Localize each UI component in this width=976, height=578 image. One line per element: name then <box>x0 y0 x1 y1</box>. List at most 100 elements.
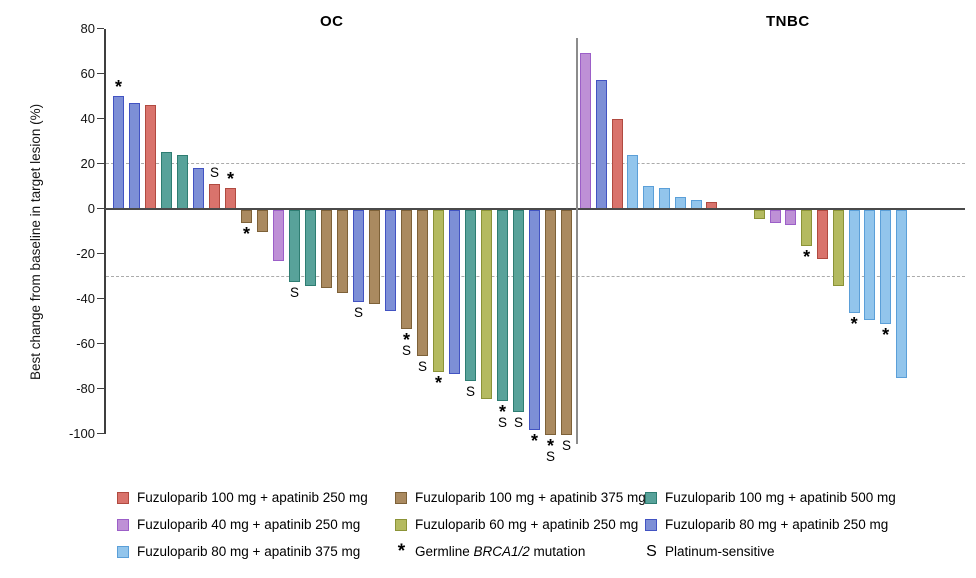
platinum-sensitive-icon: S <box>289 284 299 300</box>
legend-item-9: S Platinum-sensitive <box>645 542 775 560</box>
y-tick-label-40: 40 <box>80 110 95 126</box>
annotation-oc-9: * <box>236 224 258 244</box>
legend-item-7: Fuzuloparib 100 mg + apatinib 500 mg <box>645 490 896 505</box>
y-tick--100 <box>97 432 104 435</box>
annotation-oc-16: S <box>348 305 370 320</box>
annotation-tnbc-15: * <box>796 246 818 267</box>
bar-tnbc-15 <box>801 209 813 246</box>
legend-label: Germline BRCA1/2 mutation <box>415 544 586 559</box>
brca-mutation-asterisk-icon: * <box>397 540 406 562</box>
y-tick-label-60: 60 <box>80 65 95 81</box>
annotation-oc-28: * S <box>540 435 562 464</box>
annotation-oc-29: S <box>556 437 578 453</box>
legend-item-2: Fuzuloparib 40 mg + apatinib 250 mg <box>117 517 360 532</box>
annotation-oc-1: * <box>108 77 130 97</box>
brca-mutation-asterisk-icon: * <box>546 435 554 456</box>
platinum-sensitive-icon: S <box>209 164 219 180</box>
bar-oc-13 <box>305 209 316 286</box>
legend-swatch-red-icon <box>117 491 129 504</box>
bar-oc-28 <box>545 209 556 435</box>
group-title-oc: OC <box>320 13 344 30</box>
brca-mutation-asterisk-icon: * <box>434 372 442 393</box>
legend-label: Fuzuloparib 100 mg + apatinib 500 mg <box>665 490 896 505</box>
bar-oc-9 <box>241 209 252 223</box>
bar-oc-17 <box>369 209 380 304</box>
legend-swatch-purple-icon <box>117 518 129 531</box>
legend-label: Fuzuloparib 60 mg + apatinib 250 mg <box>415 517 639 532</box>
bar-oc-19 <box>401 209 412 329</box>
annotation-tnbc-20: * <box>875 325 897 346</box>
y-tick-label--100: -100 <box>68 425 95 441</box>
bar-oc-4 <box>161 152 172 209</box>
brca-mutation-asterisk-icon: * <box>882 325 890 346</box>
y-axis-line <box>104 28 106 434</box>
bar-tnbc-1 <box>580 53 591 209</box>
annotation-oc-12: S <box>284 284 306 300</box>
y-tick--20 <box>97 252 104 255</box>
platinum-sensitive-icon: S <box>646 542 657 560</box>
legend-item-6: * Germline BRCA1/2 mutation <box>395 540 586 562</box>
brca-mutation-asterisk-icon: * <box>114 77 122 97</box>
bar-oc-10 <box>257 209 268 232</box>
annotation-oc-19: * S <box>396 331 418 358</box>
legend-label: Fuzuloparib 80 mg + apatinib 375 mg <box>137 544 361 559</box>
annotation-oc-26: S <box>508 416 530 430</box>
legend-swatch-olive-icon <box>395 518 407 531</box>
bar-tnbc-18 <box>848 209 860 313</box>
bar-oc-21 <box>433 209 444 372</box>
bar-oc-5 <box>177 154 188 209</box>
bar-oc-22 <box>449 209 460 374</box>
y-tick-label--60: -60 <box>76 335 95 351</box>
bar-oc-18 <box>385 209 396 311</box>
bar-oc-20 <box>417 209 428 356</box>
brca-mutation-asterisk-icon: * <box>242 224 250 244</box>
brca-mutation-asterisk-icon: * <box>803 246 811 267</box>
bar-tnbc-12 <box>753 209 765 219</box>
legend-item-3: Fuzuloparib 80 mg + apatinib 375 mg <box>117 544 360 559</box>
bar-oc-1 <box>113 96 124 209</box>
legend-item-1: Fuzuloparib 100 mg + apatinib 250 mg <box>117 490 368 505</box>
annotation-oc-7: S <box>204 164 226 180</box>
group-separator-line <box>576 38 578 444</box>
y-tick-60 <box>97 72 104 75</box>
y-tick-label--80: -80 <box>76 380 95 396</box>
bar-oc-2 <box>129 102 140 209</box>
legend-swatch-lightblue-icon <box>117 545 129 558</box>
bar-tnbc-5 <box>643 186 655 209</box>
platinum-sensitive-icon: S <box>465 383 475 399</box>
legend-label: Platinum-sensitive <box>665 544 775 559</box>
platinum-sensitive-icon: S <box>497 414 507 430</box>
annotation-oc-20: S <box>412 359 434 374</box>
annotation-oc-23: S <box>460 383 482 399</box>
bar-oc-14 <box>321 209 332 289</box>
bar-oc-15 <box>337 209 348 293</box>
brca-mutation-asterisk-icon: * <box>850 314 858 334</box>
y-tick--80 <box>97 387 104 390</box>
annotation-oc-27: * <box>524 432 546 450</box>
bar-tnbc-13 <box>769 209 781 223</box>
platinum-sensitive-icon: S <box>561 437 571 453</box>
bar-oc-23 <box>465 209 476 381</box>
bar-oc-7 <box>209 183 220 209</box>
bar-tnbc-20 <box>880 209 892 325</box>
y-tick-20 <box>97 162 104 165</box>
bar-oc-26 <box>513 209 524 412</box>
y-tick-label-0: 0 <box>87 200 95 216</box>
bar-oc-12 <box>289 209 300 282</box>
bar-tnbc-14 <box>785 209 797 226</box>
y-tick--60 <box>97 342 104 345</box>
brca-mutation-asterisk-icon: * <box>226 169 234 190</box>
bar-tnbc-2 <box>595 80 607 209</box>
platinum-sensitive-icon: S <box>513 415 523 430</box>
bar-oc-16 <box>353 209 364 302</box>
bar-oc-25 <box>497 209 508 401</box>
annotation-tnbc-18: * <box>843 314 865 334</box>
legend-item-4: Fuzuloparib 100 mg + apatinib 375 mg <box>395 490 646 505</box>
annotation-oc-21: * <box>428 372 450 393</box>
bar-oc-27 <box>529 209 540 430</box>
bar-oc-29 <box>561 209 572 435</box>
bar-oc-3 <box>145 105 156 209</box>
legend-swatch-brown-icon <box>395 491 407 504</box>
legend-item-8: Fuzuloparib 80 mg + apatinib 250 mg <box>645 517 888 532</box>
